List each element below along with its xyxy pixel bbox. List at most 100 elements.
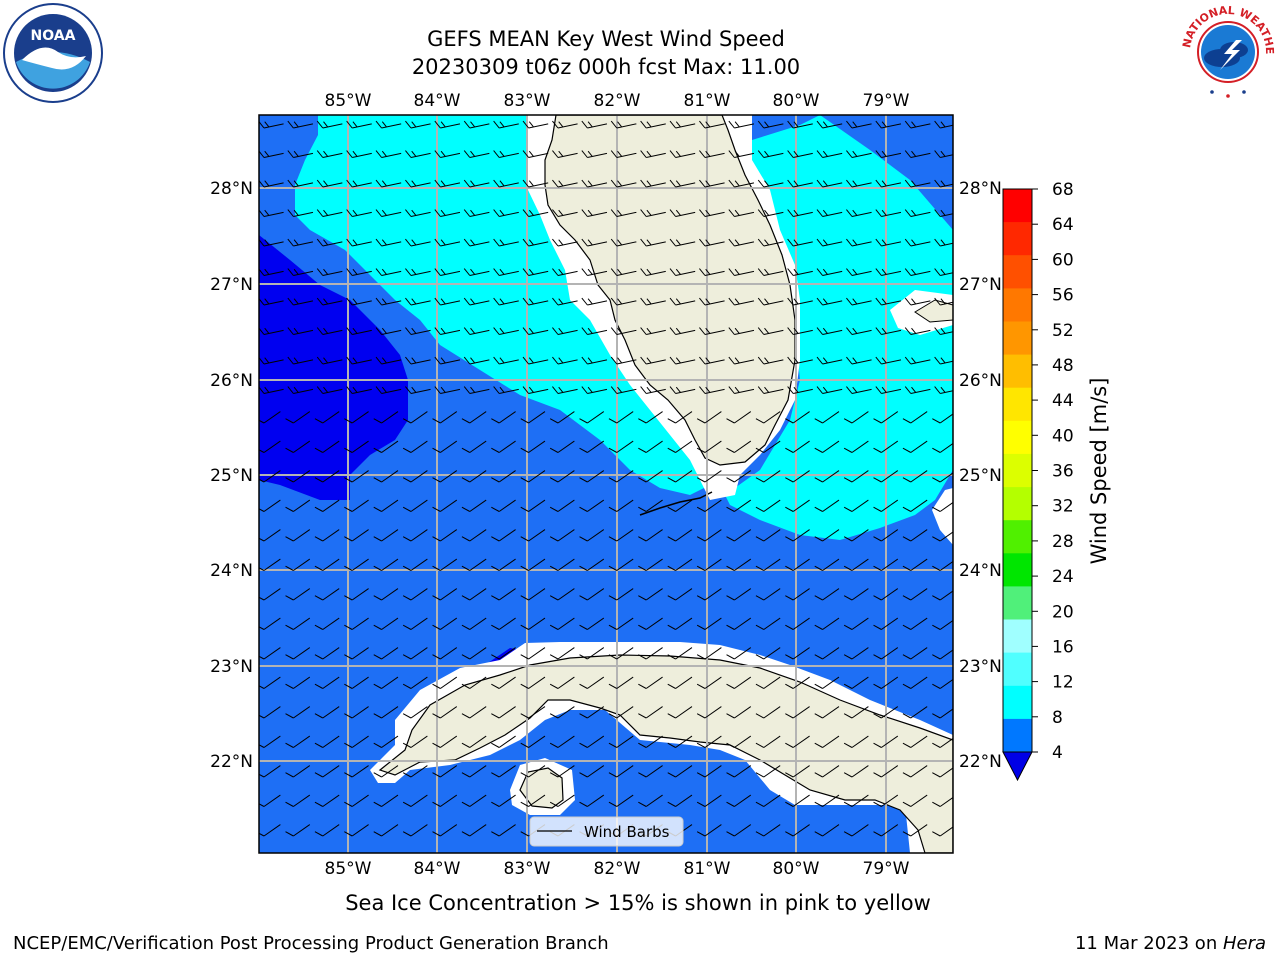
wind-barb <box>434 238 461 247</box>
wind-barb <box>491 588 516 601</box>
wind-barb <box>285 676 311 689</box>
lon-label-bottom: 82°W <box>594 859 641 879</box>
wind-barb <box>757 327 784 335</box>
lat-labels-right: 28°N 27°N 26°N 25°N 24°N 23°N 22°N <box>959 179 1002 772</box>
wind-barb <box>346 356 372 365</box>
wind-barb <box>726 617 752 630</box>
wind-barb <box>785 588 810 601</box>
map-legend: Wind Barbs <box>529 816 684 847</box>
colorbar-segment <box>1003 189 1032 223</box>
wind-barb <box>785 765 810 778</box>
wind-barb <box>757 179 784 188</box>
wind-barb <box>814 411 840 424</box>
wind-barb <box>285 440 311 453</box>
wind-barb <box>579 765 605 778</box>
wind-barb <box>373 617 399 630</box>
wind-barb <box>814 529 840 542</box>
wind-barb <box>610 268 637 276</box>
wind-barb <box>549 676 575 689</box>
wind-barb <box>287 179 314 188</box>
wind-barb <box>344 676 369 689</box>
wind-barb <box>491 558 516 571</box>
wind-barb <box>581 238 608 247</box>
wind-barb <box>461 735 487 748</box>
wind-barb <box>520 529 546 542</box>
wind-barb <box>287 150 314 158</box>
wind-barb <box>373 470 399 483</box>
wind-barb <box>787 386 813 394</box>
wind-barb <box>285 411 311 424</box>
wind-barb <box>843 676 869 689</box>
wind-barb <box>846 327 872 335</box>
wind-barb <box>259 824 281 837</box>
wind-barb <box>873 588 899 601</box>
wind-barb <box>344 765 369 778</box>
colorbar-title: Wind Speed [m/s] <box>1087 378 1111 565</box>
wind-barb <box>755 411 781 424</box>
wind-barb <box>402 735 428 748</box>
wind-barb <box>699 150 725 158</box>
wind-barb <box>491 735 516 748</box>
wind-barb <box>843 529 869 542</box>
wind-barb <box>785 824 810 837</box>
wind-barb <box>405 356 431 365</box>
wind-barb <box>287 209 314 217</box>
wind-barb <box>285 470 311 483</box>
lat-label-right: 22°N <box>959 752 1002 772</box>
wind-barb <box>932 647 953 660</box>
wind-barb <box>491 440 516 453</box>
wind-barb <box>344 617 369 630</box>
wind-barb <box>259 647 281 660</box>
wind-barb <box>669 120 696 129</box>
wind-barb <box>785 794 810 807</box>
wind-barb <box>787 238 813 247</box>
wind-barb <box>520 735 546 748</box>
wind-barb <box>314 735 340 748</box>
wind-barb <box>432 558 458 571</box>
wind-barb <box>432 617 458 630</box>
wind-barb <box>259 676 281 689</box>
wind-barb <box>259 706 281 719</box>
wind-barb <box>552 356 578 365</box>
wind-barb <box>285 765 311 778</box>
wind-barb <box>667 617 693 630</box>
wind-barb <box>402 765 428 778</box>
lat-labels-left: 28°N 27°N 26°N 25°N 24°N 23°N 22°N <box>210 179 253 772</box>
wind-barb <box>757 386 784 394</box>
wind-barb <box>522 386 549 394</box>
wind-barb <box>608 440 634 453</box>
wind-barb <box>259 411 281 424</box>
wind-barb <box>581 386 608 394</box>
wind-barb <box>259 440 281 453</box>
wind-barb <box>934 356 953 365</box>
wind-barb <box>552 386 578 394</box>
colorbar: 68 64 60 56 52 48 44 40 36 32 28 24 20 16 12 8 4 <box>1002 180 1074 782</box>
wind-barb <box>520 617 546 630</box>
wind-barb <box>755 499 781 512</box>
sea-ice-note: Sea Ice Concentration > 15% is shown in … <box>345 891 931 915</box>
wind-barb <box>932 676 953 689</box>
wind-barb <box>344 558 369 571</box>
wind-barb <box>787 356 813 365</box>
lat-label-left: 22°N <box>210 752 253 772</box>
wind-barb <box>814 588 840 601</box>
bahamas-land <box>914 299 953 323</box>
wind-barb <box>902 794 928 807</box>
wind-barb <box>667 440 693 453</box>
wind-barb <box>373 558 399 571</box>
wind-barb <box>402 588 428 601</box>
wind-barb <box>667 735 693 748</box>
wind-barb <box>463 238 490 247</box>
wind-barb <box>667 558 693 571</box>
wind-barb <box>814 794 840 807</box>
wind-barb <box>522 297 549 306</box>
wind-barb <box>314 824 340 837</box>
colorbar-tick-label: 36 <box>1052 462 1074 482</box>
colorbar-tick-label: 32 <box>1052 497 1074 517</box>
wind-barb <box>669 386 696 394</box>
wind-barb <box>316 179 343 188</box>
wind-barb <box>463 356 490 365</box>
wind-barb <box>610 150 637 158</box>
wind-barb <box>787 209 813 217</box>
wind-barb <box>520 706 546 719</box>
